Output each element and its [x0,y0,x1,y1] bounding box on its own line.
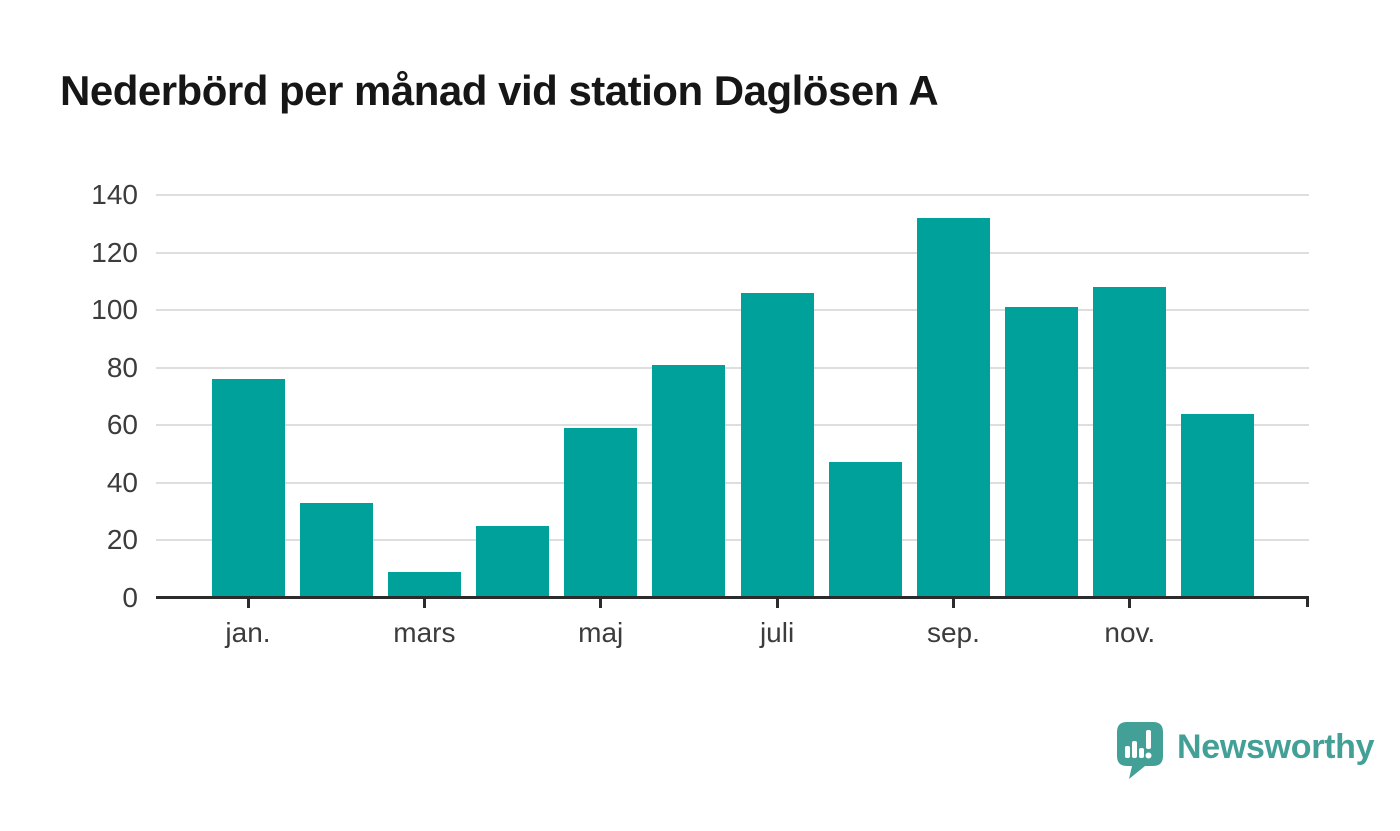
x-tick-mars [422,599,426,608]
bar-jan. [211,379,285,598]
gridline-140 [156,194,1309,197]
bar-okt. [1005,307,1079,598]
x-tick-maj [599,599,603,608]
bar-juni [652,364,726,598]
newsworthy-icon [1117,722,1163,779]
x-tick-sep. [951,599,955,608]
x-tick-nov. [1128,599,1132,608]
bar-apr. [476,525,550,598]
bar-nov. [1093,287,1167,598]
gridline-40 [156,481,1309,484]
y-axis-label-0: 0 [122,581,138,613]
bar-sep. [916,218,990,598]
gridline-60 [156,424,1309,427]
bar-maj [564,427,638,598]
newsworthy-logo-text: Newsworthy [1177,728,1375,766]
y-axis-label-140: 140 [91,179,138,211]
x-axis-label-jan.: jan. [225,617,271,648]
x-axis-label-nov.: nov. [1104,617,1156,648]
gridline-20 [156,539,1309,542]
y-axis-label-80: 80 [106,351,138,383]
bar-dec. [1181,413,1255,598]
x-axis-label-maj: maj [578,617,624,648]
y-axis-label-20: 20 [106,524,138,556]
chart-title: Nederbörd per månad vid station Daglösen… [60,67,939,114]
bar-juli [740,292,814,598]
gridline-80 [156,366,1309,369]
gridline-120 [156,251,1309,254]
x-tick-jan. [246,599,250,608]
newsworthy-logo: Newsworthy [1117,722,1375,780]
bar-mars [387,571,461,598]
bar-aug. [828,462,902,598]
y-axis-label-60: 60 [106,409,138,441]
y-axis-label-40: 40 [106,466,138,498]
y-axis-label-100: 100 [91,294,138,326]
x-axis-label-juli: juli [759,617,795,648]
x-axis-label-mars: mars [393,617,456,648]
bar-feb. [299,502,373,598]
x-axis-line [156,596,1309,599]
y-axis-label-120: 120 [91,236,138,268]
gridline-100 [156,309,1309,312]
x-axis-label-sep.: sep. [926,617,980,648]
x-tick-juli [775,599,779,608]
x-axis-end-tick [1306,596,1309,607]
